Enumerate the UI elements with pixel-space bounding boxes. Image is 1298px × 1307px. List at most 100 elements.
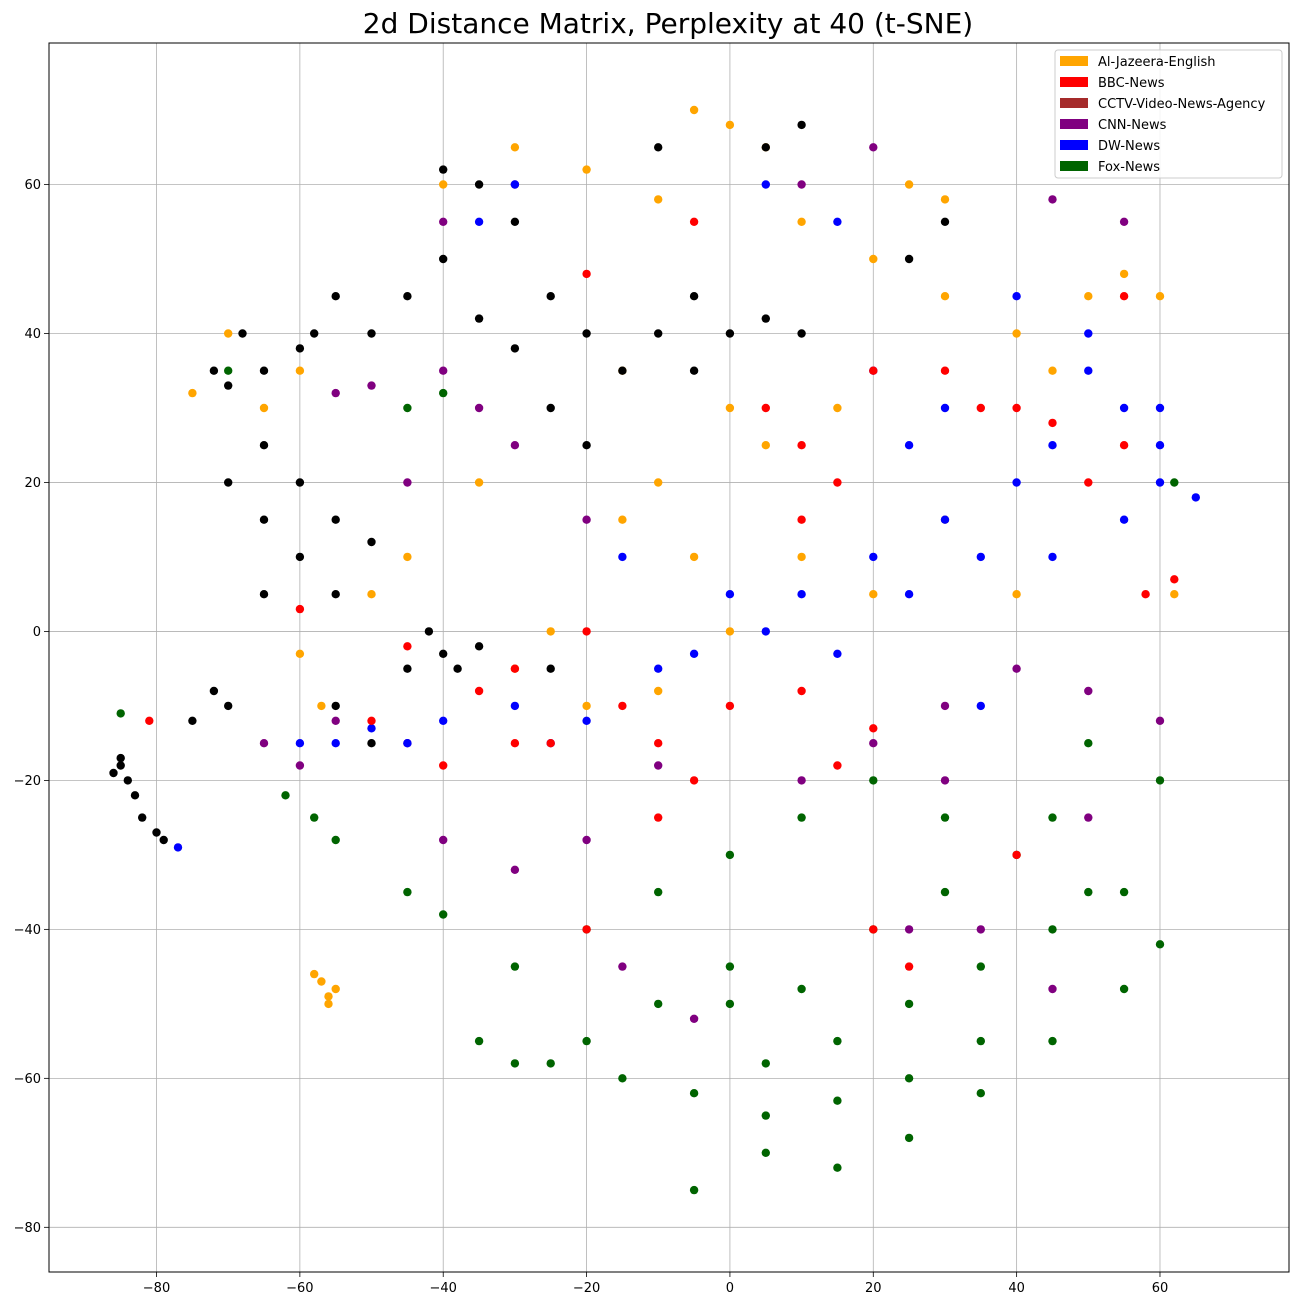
scatter-point	[188, 388, 197, 398]
scatter-point	[510, 664, 520, 673]
scatter-point	[474, 478, 484, 487]
legend: Al-Jazeera-English BBC-News CCTV-Video-New…	[1054, 49, 1283, 179]
series-4	[173, 180, 1201, 852]
legend-swatch	[1060, 98, 1088, 108]
x-tick-label: 60	[1152, 1281, 1169, 1296]
y-tick-label: 0	[33, 625, 41, 640]
scatter-point	[1012, 403, 1021, 413]
scatter-point	[453, 664, 462, 673]
scatter-point	[833, 1163, 842, 1172]
scatter-point	[123, 776, 132, 785]
scatter-point	[310, 329, 319, 338]
scatter-point	[1155, 716, 1165, 725]
scatter-point	[725, 850, 735, 860]
y-tick-label: 20	[24, 476, 41, 491]
scatter-point	[130, 791, 140, 800]
scatter-point	[1012, 590, 1021, 599]
scatter-point	[582, 701, 591, 711]
scatter-point	[1012, 292, 1021, 301]
x-tick-label: −20	[573, 1281, 600, 1296]
scatter-point	[1048, 195, 1057, 204]
scatter-point	[1119, 403, 1129, 413]
scatter-point	[1012, 329, 1021, 338]
scatter-point	[403, 887, 412, 897]
scatter-point	[1191, 493, 1201, 502]
scatter-point	[295, 478, 305, 487]
scatter-point	[940, 195, 950, 204]
scatter-point	[173, 843, 183, 852]
chart-title: 2d Distance Matrix, Perplexity at 40 (t-…	[363, 7, 973, 40]
scatter-point	[761, 143, 770, 152]
scatter-point	[510, 739, 520, 748]
scatter-point	[654, 761, 663, 770]
scatter-point	[1084, 686, 1093, 696]
y-tick-label: −60	[14, 1072, 41, 1087]
scatter-point	[618, 552, 627, 562]
scatter-point	[869, 366, 878, 375]
scatter-point	[474, 686, 484, 696]
scatter-point	[976, 925, 985, 934]
scatter-point	[689, 366, 699, 375]
scatter-point	[295, 739, 305, 748]
series-3	[109, 120, 950, 845]
scatter-point	[439, 217, 448, 226]
x-tick-label: 40	[1008, 1281, 1025, 1296]
scatter-point	[1119, 515, 1129, 524]
scatter-point	[797, 552, 806, 562]
scatter-point	[331, 984, 340, 994]
scatter-point	[331, 590, 340, 599]
scatter-point	[317, 701, 326, 711]
scatter-point	[761, 403, 770, 413]
scatter-point	[797, 686, 806, 696]
scatter-point	[654, 143, 663, 152]
scatter-point	[331, 701, 340, 711]
legend-label: CNN-News	[1098, 118, 1167, 133]
scatter-point	[224, 381, 233, 390]
scatter-point	[1084, 813, 1093, 822]
scatter-point	[833, 403, 842, 413]
scatter-point	[1048, 1036, 1057, 1046]
scatter-point	[582, 515, 591, 524]
scatter-point	[1119, 441, 1129, 450]
scatter-point	[546, 664, 555, 673]
scatter-point	[833, 649, 842, 658]
scatter-point	[689, 1185, 699, 1195]
axis-ticks: −80 −60 −40 −20 0 20 40 60 −80 −60 −40 −20 0 20 40 60	[14, 178, 1169, 1296]
scatter-point	[1119, 887, 1129, 897]
scatter-point	[367, 329, 376, 338]
legend-swatch	[1060, 161, 1088, 171]
scatter-point	[833, 1036, 842, 1046]
scatter-point	[940, 776, 950, 785]
scatter-point	[1170, 590, 1179, 599]
scatter-point	[109, 768, 118, 778]
scatter-point	[654, 999, 663, 1009]
scatter-point	[224, 329, 233, 338]
scatter-point	[331, 388, 340, 398]
scatter-point	[331, 739, 340, 748]
scatter-point	[439, 649, 448, 658]
scatter-point	[976, 701, 985, 711]
scatter-point	[1084, 887, 1093, 897]
scatter-point	[689, 1089, 699, 1098]
scatter-point	[1012, 478, 1021, 487]
scatter-point	[1155, 776, 1165, 785]
y-tick-label: −80	[14, 1221, 41, 1236]
scatter-point	[654, 887, 663, 897]
scatter-point	[1119, 217, 1129, 226]
series-2	[188, 105, 1179, 1009]
scatter-point	[725, 120, 735, 130]
scatter-point	[116, 709, 125, 718]
scatter-point	[654, 195, 663, 204]
scatter-point	[940, 403, 950, 413]
scatter-point	[869, 739, 878, 748]
scatter-point	[474, 642, 484, 651]
series-1	[259, 143, 1165, 1023]
scatter-point	[116, 761, 125, 770]
scatter-point	[546, 739, 555, 748]
scatter-point	[940, 813, 950, 822]
legend-label: Al-Jazeera-English	[1098, 55, 1215, 70]
scatter-point	[474, 314, 484, 323]
legend-swatch	[1060, 56, 1088, 66]
scatter-point	[403, 552, 412, 562]
scatter-point	[618, 515, 627, 524]
